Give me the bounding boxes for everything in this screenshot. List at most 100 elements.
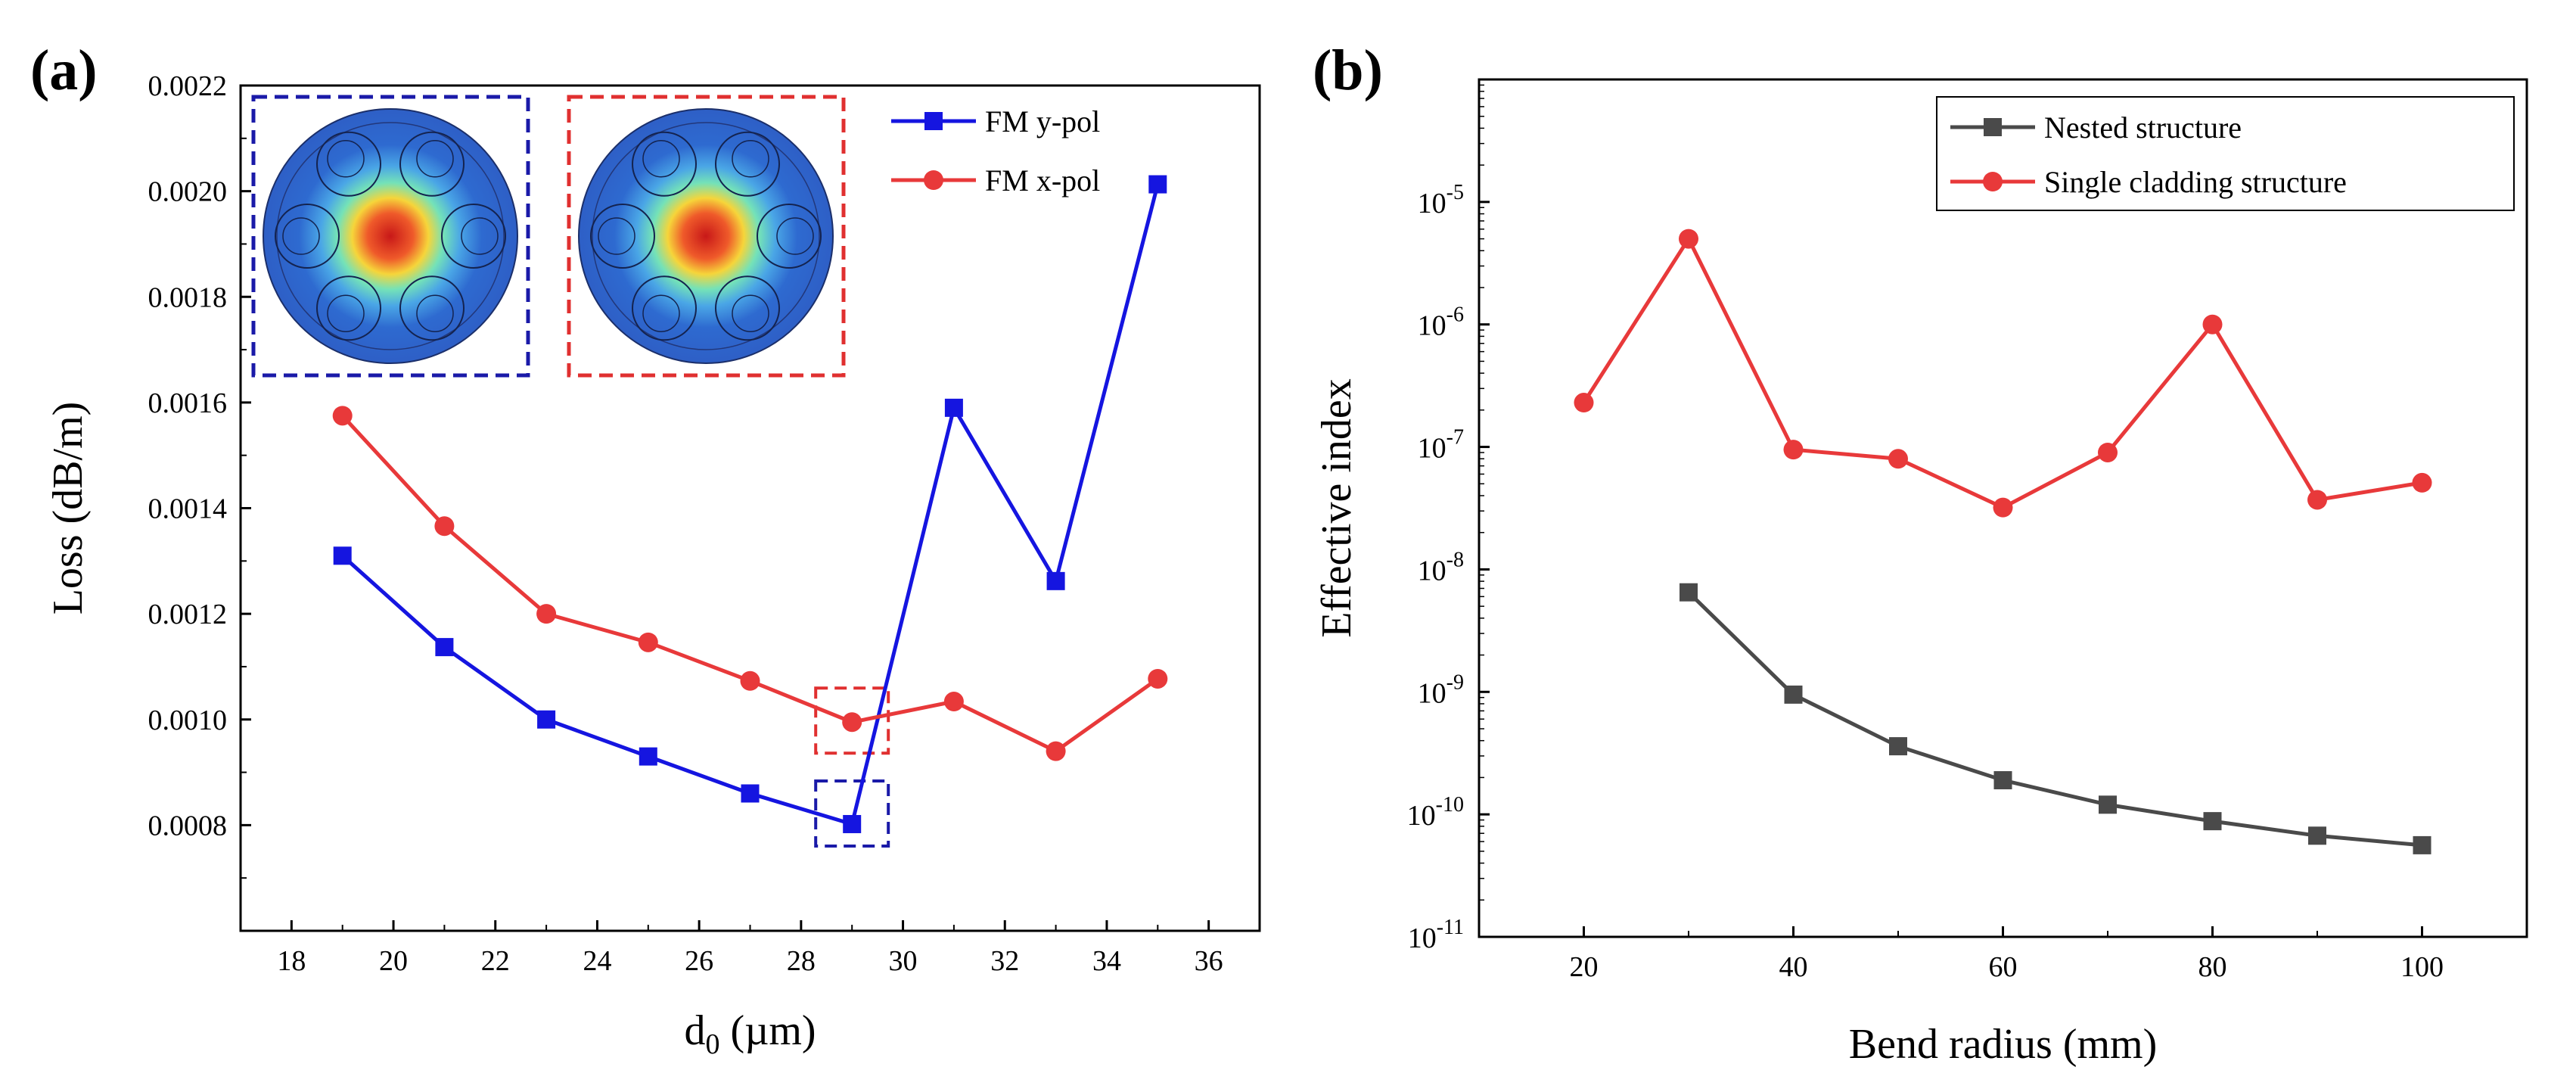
capillary-tube [632, 131, 697, 197]
capillary-tube [715, 275, 780, 341]
data-point-x-pol [332, 406, 353, 426]
chart-a: 18 20 22 24 26 28 30 32 34 36 0.0008 0.0010 0.0012 0.… [45, 70, 1261, 1060]
capillary-tube [632, 275, 697, 341]
x-axis-title-b: Bend radius (mm) [1849, 1021, 2157, 1068]
highlight-box-x-pol [814, 686, 890, 755]
x-tick-label-b: 20 [1570, 951, 1599, 983]
data-point-nested [1993, 771, 2012, 790]
x-tick-label-a: 24 [583, 945, 611, 977]
y-tick-label-a: 0.0008 [148, 810, 228, 842]
nested-tube [327, 140, 365, 178]
data-point-single-cladding [1783, 440, 1804, 460]
data-point-nested [1784, 685, 1803, 704]
data-point-single-cladding [2098, 442, 2118, 462]
data-point-nested [1889, 737, 1907, 756]
data-point-single-cladding [2307, 490, 2327, 510]
data-point-y-pol [435, 638, 454, 657]
nested-tube [732, 294, 769, 332]
y-tick-label-a: 0.0014 [148, 493, 228, 525]
y-tick-label-a: 0.0020 [148, 176, 228, 208]
data-point-x-pol [638, 632, 658, 652]
nested-tube [598, 217, 635, 255]
nested-tube [416, 294, 454, 332]
data-point-nested [2099, 795, 2117, 814]
data-point-single-cladding [1574, 393, 1594, 413]
y-tick-label-b: 10-10 [1407, 793, 1464, 832]
legend-label: FM x-pol [985, 163, 1100, 198]
chart-b: 20 40 60 80 100 10-11 10-10 10-9 10-8 10-7 10-6 10-… [1313, 78, 2528, 1068]
nested-tube [327, 294, 365, 332]
legend-label: Single cladding structure [2044, 165, 2347, 199]
panel-label-b: (b) [1313, 39, 1383, 102]
x-tick-label-b: 60 [1989, 951, 2018, 983]
capillary-tube [590, 204, 655, 269]
capillary-tube [399, 131, 465, 197]
data-point-nested [2203, 812, 2222, 831]
data-point-single-cladding [1993, 497, 2013, 518]
x-tick-label-b: 80 [2198, 951, 2227, 983]
y-tick-label-b: 10-7 [1418, 426, 1464, 465]
fiber-outline [263, 108, 518, 364]
series-line-1 [1582, 235, 2422, 510]
y-tick-label-a: 0.0016 [148, 387, 228, 419]
data-point-single-cladding [1679, 229, 1698, 249]
y-tick-label-a: 0.0022 [148, 70, 228, 102]
nested-tube [642, 294, 680, 332]
y-tick-label-a: 0.0018 [148, 282, 228, 313]
inset-dashed-frame [251, 95, 530, 378]
x-tick-label-a: 34 [1092, 945, 1121, 977]
data-point-nested [2308, 826, 2326, 845]
y-tick-label-b: 10-11 [1408, 916, 1464, 954]
legend-label: FM y-pol [985, 104, 1100, 138]
inset-dashed-frame [567, 95, 846, 378]
x-tick-label-a: 18 [277, 945, 306, 977]
legend-label: Nested structure [2044, 110, 2242, 145]
inset-mode-y-pol [251, 95, 530, 378]
data-point-y-pol [944, 398, 963, 417]
legend-marker [924, 112, 943, 130]
capillary-tube [399, 275, 465, 341]
y-tick-label-b: 10-5 [1418, 181, 1464, 219]
capillary-tube [715, 131, 780, 197]
data-point-nested [2413, 835, 2432, 854]
nested-tube [282, 217, 320, 255]
x-tick-label-a: 36 [1195, 945, 1223, 977]
y-tick-label-b: 10-8 [1418, 548, 1464, 586]
nested-tube [461, 217, 499, 255]
data-point-y-pol [639, 747, 657, 766]
series-line-1 [340, 414, 1159, 754]
data-point-y-pol [537, 710, 556, 729]
legend-marker [924, 170, 943, 190]
y-tick-label-a: 0.0012 [148, 599, 228, 630]
capillary-tube [316, 275, 381, 341]
legend-b: Nested structure Single cladding structur… [1936, 96, 2515, 211]
data-point-y-pol [1148, 175, 1167, 194]
legend-marker [1984, 118, 2002, 136]
nested-tube [776, 217, 814, 255]
data-point-y-pol [741, 784, 760, 803]
cladding-ring [276, 122, 505, 350]
legend-a: FM y-pol FM x-pol [891, 104, 1100, 198]
fiber-cross-section [263, 109, 517, 363]
y-tick-label-b: 10-6 [1418, 303, 1464, 342]
cladding-ring [592, 122, 820, 350]
x-tick-label-a: 26 [685, 945, 713, 977]
y-axis-title-b: Effective index [1313, 378, 1360, 638]
fiber-cross-section [579, 109, 833, 363]
data-point-y-pol [333, 546, 352, 565]
data-point-y-pol [1046, 571, 1065, 590]
y-axis-title-a: Loss (dB/m) [45, 402, 92, 615]
data-point-x-pol [1046, 741, 1066, 761]
data-point-single-cladding [2202, 314, 2223, 334]
x-tick-label-b: 100 [2400, 951, 2444, 983]
data-point-x-pol [740, 670, 760, 691]
series-line-0 [1687, 590, 2422, 848]
data-point-single-cladding [1888, 449, 1908, 469]
capillary-tube [757, 204, 822, 269]
y-tick-label-a: 0.0010 [148, 705, 228, 736]
data-point-y-pol [843, 814, 862, 833]
x-axis-title-a: d0 (µm) [684, 1007, 816, 1060]
fiber-outline [578, 108, 834, 364]
data-point-nested [1680, 583, 1698, 602]
